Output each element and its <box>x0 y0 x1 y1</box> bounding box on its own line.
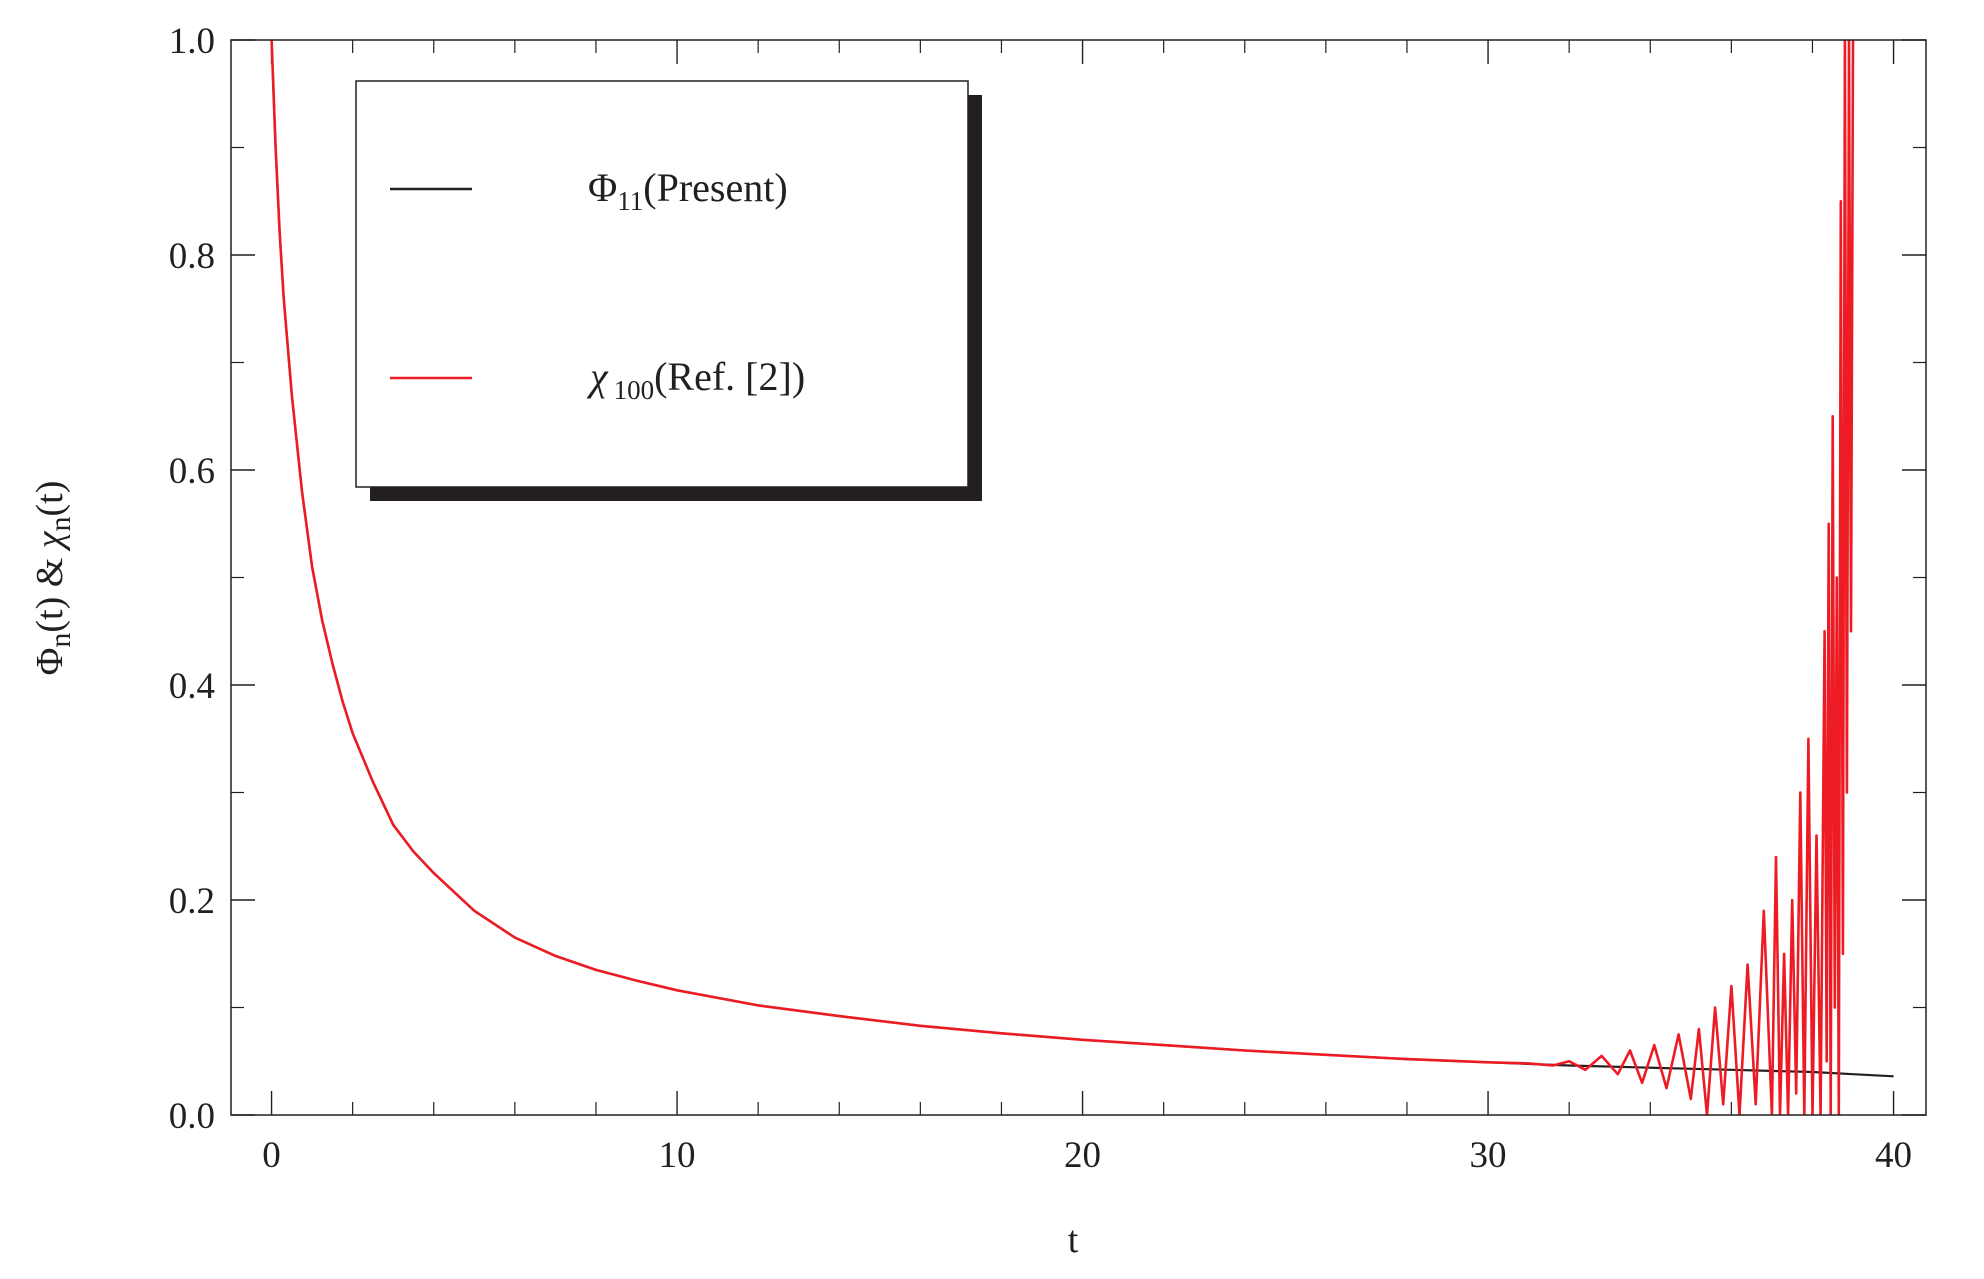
legend: Φ11(Present) χ 100(Ref. [2]) <box>355 80 982 501</box>
plot-frame <box>230 39 1927 1116</box>
y-tick-label: 0.8 <box>169 236 215 277</box>
x-tick-label: 40 <box>1875 1135 1912 1176</box>
y-tick-label: 1.0 <box>169 21 215 62</box>
y-tick-label: 0.2 <box>169 881 215 922</box>
series-layer <box>270 40 1894 1115</box>
x-tick-label: 30 <box>1470 1135 1507 1176</box>
x-tick-label: 0 <box>262 1135 281 1176</box>
y-tick-label: 0.0 <box>169 1096 215 1137</box>
legend-label-phi: Φ11(Present) <box>588 165 788 216</box>
y-tick-label: 0.6 <box>169 451 215 492</box>
y-axis-title: Φn(t) & χn(t) <box>29 481 77 676</box>
legend-box <box>355 80 969 488</box>
y-tick-label: 0.4 <box>169 666 215 707</box>
x-axis-title: t <box>1068 1219 1079 1261</box>
x-tick-label: 20 <box>1064 1135 1101 1176</box>
series-line-chi <box>270 40 1855 1115</box>
tick-label-layer: 0 10 20 30 40 0.0 0.2 0.4 0.6 0.8 1.0 <box>169 21 1912 1176</box>
x-tick-label: 10 <box>659 1135 696 1176</box>
legend-label-chi: χ 100(Ref. [2]) <box>586 354 805 405</box>
ticks-layer <box>231 39 1926 1116</box>
